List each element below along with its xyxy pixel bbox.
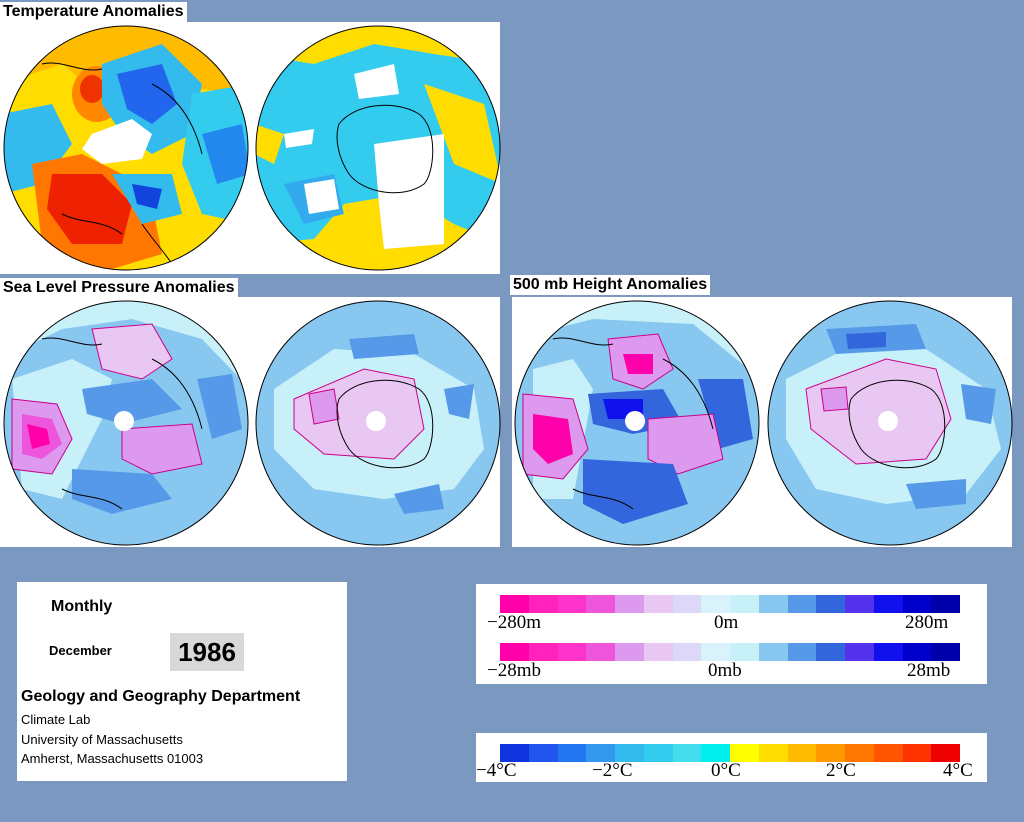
pressure-scale-swatch: [730, 643, 759, 661]
temperature-color-bar: [500, 744, 960, 762]
height-northern-hemisphere-map: [514, 300, 760, 546]
height-tick-min: −280m: [487, 612, 541, 633]
pressure-scale-swatch: [643, 643, 673, 661]
height-scale-swatch: [758, 595, 788, 613]
height-scale-swatch: [902, 595, 932, 613]
pressure-scale-swatch: [758, 643, 788, 661]
temperature-scale-swatch: [557, 744, 587, 762]
height-title: 500 mb Height Anomalies: [510, 275, 711, 295]
temperature-scale-swatch: [730, 744, 759, 762]
info-box: Monthly December 1986 Geology and Geogra…: [17, 582, 347, 781]
temperature-scale-swatch: [672, 744, 702, 762]
height-scale-swatch: [500, 595, 529, 613]
temperature-scale-swatch: [845, 744, 874, 762]
slp-title: Sea Level Pressure Anomalies: [0, 278, 238, 298]
temperature-southern-hemisphere-map: [255, 25, 501, 271]
pressure-scale-swatch: [672, 643, 702, 661]
height-scale-swatch: [643, 595, 673, 613]
pressure-tick-min: −28mb: [487, 660, 541, 681]
pressure-scale-swatch: [586, 643, 615, 661]
year-label: 1986: [170, 633, 244, 671]
slp-northern-hemisphere-map: [3, 300, 249, 546]
pressure-scale-swatch: [500, 643, 529, 661]
pressure-scale-swatch: [701, 643, 730, 661]
height-scale-swatch: [586, 595, 615, 613]
pressure-scale-swatch: [528, 643, 558, 661]
temp-tick-plus2: 2°C: [826, 760, 856, 781]
height-scale-swatch: [528, 595, 558, 613]
pressure-color-bar: [500, 643, 960, 661]
slp-southern-hemisphere-map: [255, 300, 501, 546]
temperature-northern-hemisphere-map: [3, 25, 249, 271]
temperature-scale-swatch: [615, 744, 644, 762]
pressure-scale-swatch: [557, 643, 587, 661]
department-label: Geology and Geography Department: [21, 688, 301, 705]
pressure-tick-zero: 0mb: [708, 660, 742, 681]
height-tick-zero: 0m: [714, 612, 739, 633]
lab-label: Climate Lab: [21, 712, 91, 727]
temp-tick-minus2: −2°C: [592, 760, 633, 781]
pressure-scale-swatch: [615, 643, 644, 661]
pressure-scale-swatch: [787, 643, 817, 661]
height-scale-swatch: [931, 595, 960, 613]
temperature-scale-swatch: [643, 744, 673, 762]
pressure-tick-max: 28mb: [907, 660, 951, 681]
height-color-bar: [500, 595, 960, 613]
temperature-scale-swatch: [902, 744, 932, 762]
temp-tick-plus4: 4°C: [943, 760, 973, 781]
height-scale-swatch: [816, 595, 845, 613]
temperature-scale-swatch: [586, 744, 615, 762]
temp-tick-minus4: −4°C: [476, 760, 517, 781]
height-tick-max: 280m: [905, 612, 949, 633]
temperature-scale-swatch: [931, 744, 960, 762]
temp-tick-zero: 0°C: [711, 760, 741, 781]
pressure-scale-swatch: [816, 643, 845, 661]
pressure-scale-swatch: [845, 643, 874, 661]
height-scale-swatch: [557, 595, 587, 613]
temperature-scale-swatch: [816, 744, 845, 762]
height-scale-swatch: [787, 595, 817, 613]
month-label: December: [49, 643, 112, 658]
height-scale-swatch: [873, 595, 903, 613]
height-scale-swatch: [615, 595, 644, 613]
temperature-scale-swatch: [787, 744, 817, 762]
height-southern-hemisphere-map: [767, 300, 1013, 546]
height-scale-swatch: [845, 595, 874, 613]
pressure-scale-swatch: [902, 643, 932, 661]
temperature-scale-swatch: [701, 744, 730, 762]
pressure-scale-swatch: [931, 643, 960, 661]
pressure-scale-swatch: [873, 643, 903, 661]
temperature-scale-swatch: [758, 744, 788, 762]
height-scale-swatch: [730, 595, 759, 613]
period-label: Monthly: [51, 598, 113, 615]
height-scale-swatch: [701, 595, 730, 613]
temperature-title: Temperature Anomalies: [0, 2, 187, 22]
height-scale-swatch: [672, 595, 702, 613]
temperature-scale-swatch: [873, 744, 903, 762]
address-label: Amherst, Massachusetts 01003: [21, 751, 204, 766]
temperature-scale-swatch: [500, 744, 529, 762]
university-label: University of Massachusetts: [21, 732, 183, 747]
temperature-scale-swatch: [528, 744, 558, 762]
